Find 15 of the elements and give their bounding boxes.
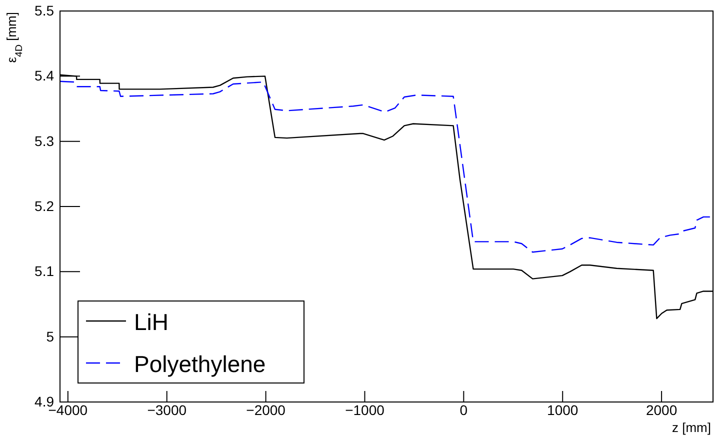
x-axis-title: z [mm] [672,420,711,435]
x-tick-label: −3000 [147,402,187,418]
legend-label: LiH [134,309,169,335]
y-tick-label: 5.3 [34,132,54,149]
legend-label: Polyethylene [134,351,266,377]
y-tick-label: 5.1 [34,263,54,280]
x-tick-label: 0 [460,402,468,418]
x-tick-label: −1000 [345,402,385,418]
y-tick-label: 5.5 [34,2,54,18]
y-tick-label: 5.4 [34,68,54,84]
x-tick-label: −2000 [246,402,286,418]
x-tick-label: 2000 [646,402,678,418]
y-tick-label: 5 [46,328,54,344]
x-tick-label: 1000 [547,402,578,418]
y-tick-label: 5.2 [34,198,54,214]
